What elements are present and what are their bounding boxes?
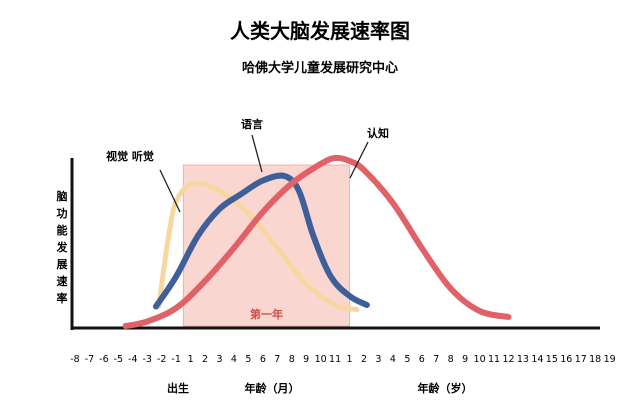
x-tick-label: 1	[188, 354, 194, 365]
x-label-years: 年龄（岁）	[418, 381, 473, 395]
x-tick-label: 6	[419, 354, 425, 365]
x-label-birth: 出生	[167, 381, 189, 395]
x-tick-label: 3	[216, 354, 222, 365]
x-tick-label: 1	[347, 354, 353, 365]
x-tick-label: 11	[488, 354, 500, 365]
x-tick-label: 4	[231, 354, 237, 365]
x-tick-label: -4	[128, 354, 137, 365]
series-label: 语言	[241, 117, 263, 131]
x-tick-label: -5	[114, 354, 123, 365]
x-tick-label: 12	[502, 354, 514, 365]
x-tick-label: 13	[517, 354, 529, 365]
x-tick-label: 9	[303, 354, 309, 365]
x-tick-label: 2	[202, 354, 208, 365]
x-tick-label: -1	[171, 354, 180, 365]
series-label-leader	[251, 134, 263, 173]
series-line-cognition	[122, 154, 512, 329]
x-tick-label: 10	[474, 354, 486, 365]
series-label-leader	[159, 169, 181, 213]
chart-subtitle: 哈佛大学儿童发展研究中心	[242, 60, 398, 76]
x-tick-label: 16	[560, 354, 572, 365]
x-tick-label: 19	[604, 354, 616, 365]
x-tick-label: 8	[289, 354, 295, 365]
x-tick-label: 2	[361, 354, 367, 365]
x-tick-label: -7	[85, 354, 94, 365]
y-label-char: 能	[57, 223, 68, 237]
y-label-char: 脑	[57, 189, 68, 203]
first-year-label: 第一年	[250, 307, 283, 321]
x-tick-label: 17	[575, 354, 587, 365]
x-tick-label: 10	[315, 354, 327, 365]
x-tick-label: 9	[462, 354, 468, 365]
x-tick-label: -3	[143, 354, 152, 365]
series-lines	[122, 154, 512, 329]
x-tick-label: 4	[390, 354, 396, 365]
x-tick-label: 5	[245, 354, 251, 365]
x-tick-label: 3	[375, 354, 381, 365]
series-label: 认知	[367, 126, 389, 140]
x-tick-label: 15	[546, 354, 558, 365]
y-label-char: 展	[56, 258, 69, 271]
y-label-char: 速	[57, 274, 68, 288]
y-label-char: 功	[57, 206, 68, 220]
series-label-leader	[349, 141, 369, 179]
y-label-char: 率	[57, 291, 68, 305]
x-tick-label: 18	[589, 354, 601, 365]
x-tick-label: 8	[448, 354, 454, 365]
x-tick-label: -8	[70, 354, 79, 365]
x-tick-label: 5	[404, 354, 410, 365]
x-tick-label: 11	[329, 354, 341, 365]
y-label-char: 发	[56, 240, 69, 254]
x-label-months: 年龄（月）	[245, 381, 300, 395]
series-line-language	[152, 172, 370, 310]
x-tick-labels: -8 -7 -6 -5 -4 -3 -2 -1 1 2 3 4 5 6 7 8 9 10 11 1 2 3 4 5 6 7 8 9 10…	[70, 354, 615, 365]
chart-title: 人类大脑发展速率图	[230, 19, 410, 43]
x-tick-label: -6	[99, 354, 108, 365]
x-tick-label: 6	[260, 354, 266, 365]
x-tick-label: 7	[274, 354, 280, 365]
x-tick-label: -2	[157, 354, 166, 365]
series-label: 视觉 听觉	[106, 149, 154, 163]
x-tick-label: 14	[531, 354, 543, 365]
x-tick-label: 7	[433, 354, 439, 365]
